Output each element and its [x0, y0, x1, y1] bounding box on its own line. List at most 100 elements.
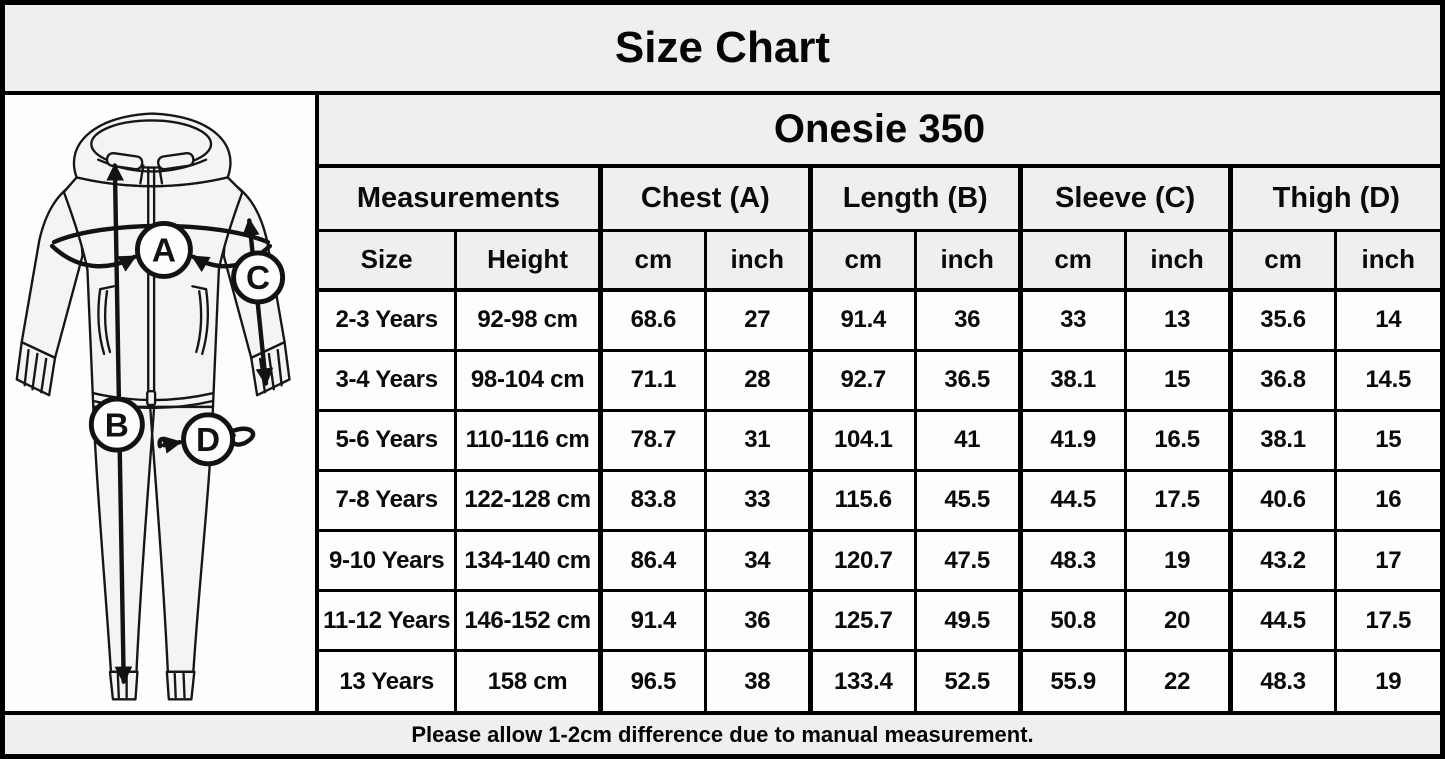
subheader-thigh-inch: inch [1334, 228, 1440, 292]
zipper [147, 166, 156, 393]
cell-chest-cm: 71.1 [597, 348, 707, 412]
cell-thigh-cm: 38.1 [1227, 408, 1337, 472]
size-table-panel: Onesie 350 Measurements Chest (A) Length… [319, 95, 1440, 711]
subheader-length-inch: inch [914, 228, 1022, 292]
table-row: 9-10 Years 134-140 cm 86.4 34 120.7 47.5 48.3 1… [319, 529, 1440, 593]
cell-length-inch: 47.5 [914, 529, 1022, 593]
cell-chest-inch: 34 [704, 529, 812, 593]
cell-height: 158 cm [454, 649, 602, 711]
cell-length-cm: 125.7 [807, 589, 917, 653]
cell-sleeve-inch: 16.5 [1124, 408, 1232, 472]
subheader-thigh-cm: cm [1227, 228, 1337, 292]
cell-size: 5-6 Years [319, 408, 458, 472]
drawstring-toggle-right [156, 151, 195, 171]
length-label-circle [88, 396, 145, 453]
cell-thigh-cm: 40.6 [1227, 468, 1337, 533]
subheader-height: Height [454, 228, 602, 292]
table-row: 13 Years 158 cm 96.5 38 133.4 52.5 55.9 22 48.3 1… [319, 649, 1440, 711]
cell-thigh-cm: 43.2 [1227, 529, 1337, 593]
cell-chest-cm: 78.7 [597, 408, 707, 472]
subheader-size: Size [319, 228, 458, 292]
cell-size: 7-8 Years [319, 468, 458, 533]
product-title: Onesie 350 [319, 95, 1440, 168]
cell-thigh-inch: 17.5 [1334, 589, 1440, 653]
cell-length-inch: 45.5 [914, 468, 1022, 533]
cell-chest-inch: 33 [704, 468, 812, 533]
cell-sleeve-inch: 13 [1124, 288, 1232, 352]
cell-chest-cm: 91.4 [597, 589, 707, 653]
cell-thigh-inch: 16 [1334, 468, 1440, 533]
hood-opening [90, 119, 213, 169]
page-title-bar: Size Chart [5, 5, 1440, 95]
cell-sleeve-cm: 44.5 [1017, 468, 1127, 533]
cell-sleeve-cm: 38.1 [1017, 348, 1127, 412]
cell-sleeve-inch: 20 [1124, 589, 1232, 653]
cell-size: 11-12 Years [319, 589, 458, 653]
chest-label: A [152, 233, 176, 270]
cell-chest-inch: 36 [704, 589, 812, 653]
cell-length-inch: 36.5 [914, 348, 1022, 412]
cell-height: 122-128 cm [454, 468, 602, 533]
subheader-chest-cm: cm [597, 228, 707, 292]
cell-length-cm: 115.6 [807, 468, 917, 533]
header-thigh: Thigh (D) [1227, 168, 1440, 232]
cell-length-cm: 120.7 [807, 529, 917, 593]
table-row: 7-8 Years 122-128 cm 83.8 33 115.6 45.5 44.5 17… [319, 468, 1440, 533]
cell-height: 110-116 cm [454, 408, 602, 472]
zipper-pull [146, 390, 157, 407]
cell-sleeve-cm: 41.9 [1017, 408, 1127, 472]
left-cuff-ribs [23, 348, 48, 394]
cell-length-cm: 104.1 [807, 408, 917, 472]
cell-thigh-inch: 17 [1334, 529, 1440, 593]
sleeve-label: C [246, 260, 270, 297]
cell-chest-inch: 27 [704, 288, 812, 352]
cell-sleeve-cm: 55.9 [1017, 649, 1127, 711]
cell-length-cm: 92.7 [807, 348, 917, 412]
subheader-length-cm: cm [807, 228, 917, 292]
page-title: Size Chart [614, 23, 831, 72]
onesie-measurement-diagram: A B C D [15, 112, 291, 701]
header-chest: Chest (A) [597, 168, 812, 232]
cell-thigh-cm: 44.5 [1227, 589, 1337, 653]
size-table: Measurements Chest (A) Length (B) Sleeve… [319, 168, 1440, 711]
cell-sleeve-cm: 48.3 [1017, 529, 1127, 593]
header-length: Length (B) [807, 168, 1022, 232]
sleeve-label-circle [231, 250, 286, 305]
hood [72, 112, 232, 188]
cell-sleeve-cm: 33 [1017, 288, 1127, 352]
cell-chest-cm: 83.8 [597, 468, 707, 533]
measurement-disclaimer: Please allow 1-2cm difference due to man… [5, 711, 1440, 754]
cell-sleeve-inch: 17.5 [1124, 468, 1232, 533]
cell-chest-cm: 86.4 [597, 529, 707, 593]
ankle-ribs [116, 672, 186, 699]
cell-size: 9-10 Years [319, 529, 458, 593]
cell-chest-inch: 28 [704, 348, 812, 412]
cell-sleeve-inch: 19 [1124, 529, 1232, 593]
cell-size: 13 Years [319, 649, 458, 711]
thigh-arrow [161, 436, 183, 454]
cell-height: 92-98 cm [454, 288, 602, 352]
chest-label-circle [134, 221, 193, 279]
cell-thigh-cm: 36.8 [1227, 348, 1337, 412]
cell-thigh-inch: 14.5 [1334, 348, 1440, 412]
header-sleeve: Sleeve (C) [1017, 168, 1232, 232]
cell-chest-inch: 31 [704, 408, 812, 472]
size-table-body: 2-3 Years 92-98 cm 68.6 27 91.4 36 33 13 35.6 14 3… [319, 288, 1440, 711]
subheader-sleeve-cm: cm [1017, 228, 1127, 292]
main-area: A B C D Onesie 350 [5, 95, 1440, 711]
cell-thigh-inch: 14 [1334, 288, 1440, 352]
cell-length-inch: 52.5 [914, 649, 1022, 711]
cell-length-inch: 41 [914, 408, 1022, 472]
subheader-sleeve-inch: inch [1124, 228, 1232, 292]
cell-thigh-inch: 19 [1334, 649, 1440, 711]
subheader-chest-inch: inch [704, 228, 812, 292]
cell-height: 98-104 cm [454, 348, 602, 412]
cell-length-cm: 133.4 [807, 649, 917, 711]
chest-arrow-left [49, 243, 137, 272]
right-pocket [191, 285, 210, 356]
cell-thigh-cm: 35.6 [1227, 288, 1337, 352]
cell-length-inch: 49.5 [914, 589, 1022, 653]
header-measurements: Measurements [319, 168, 602, 232]
cell-height: 134-140 cm [454, 529, 602, 593]
